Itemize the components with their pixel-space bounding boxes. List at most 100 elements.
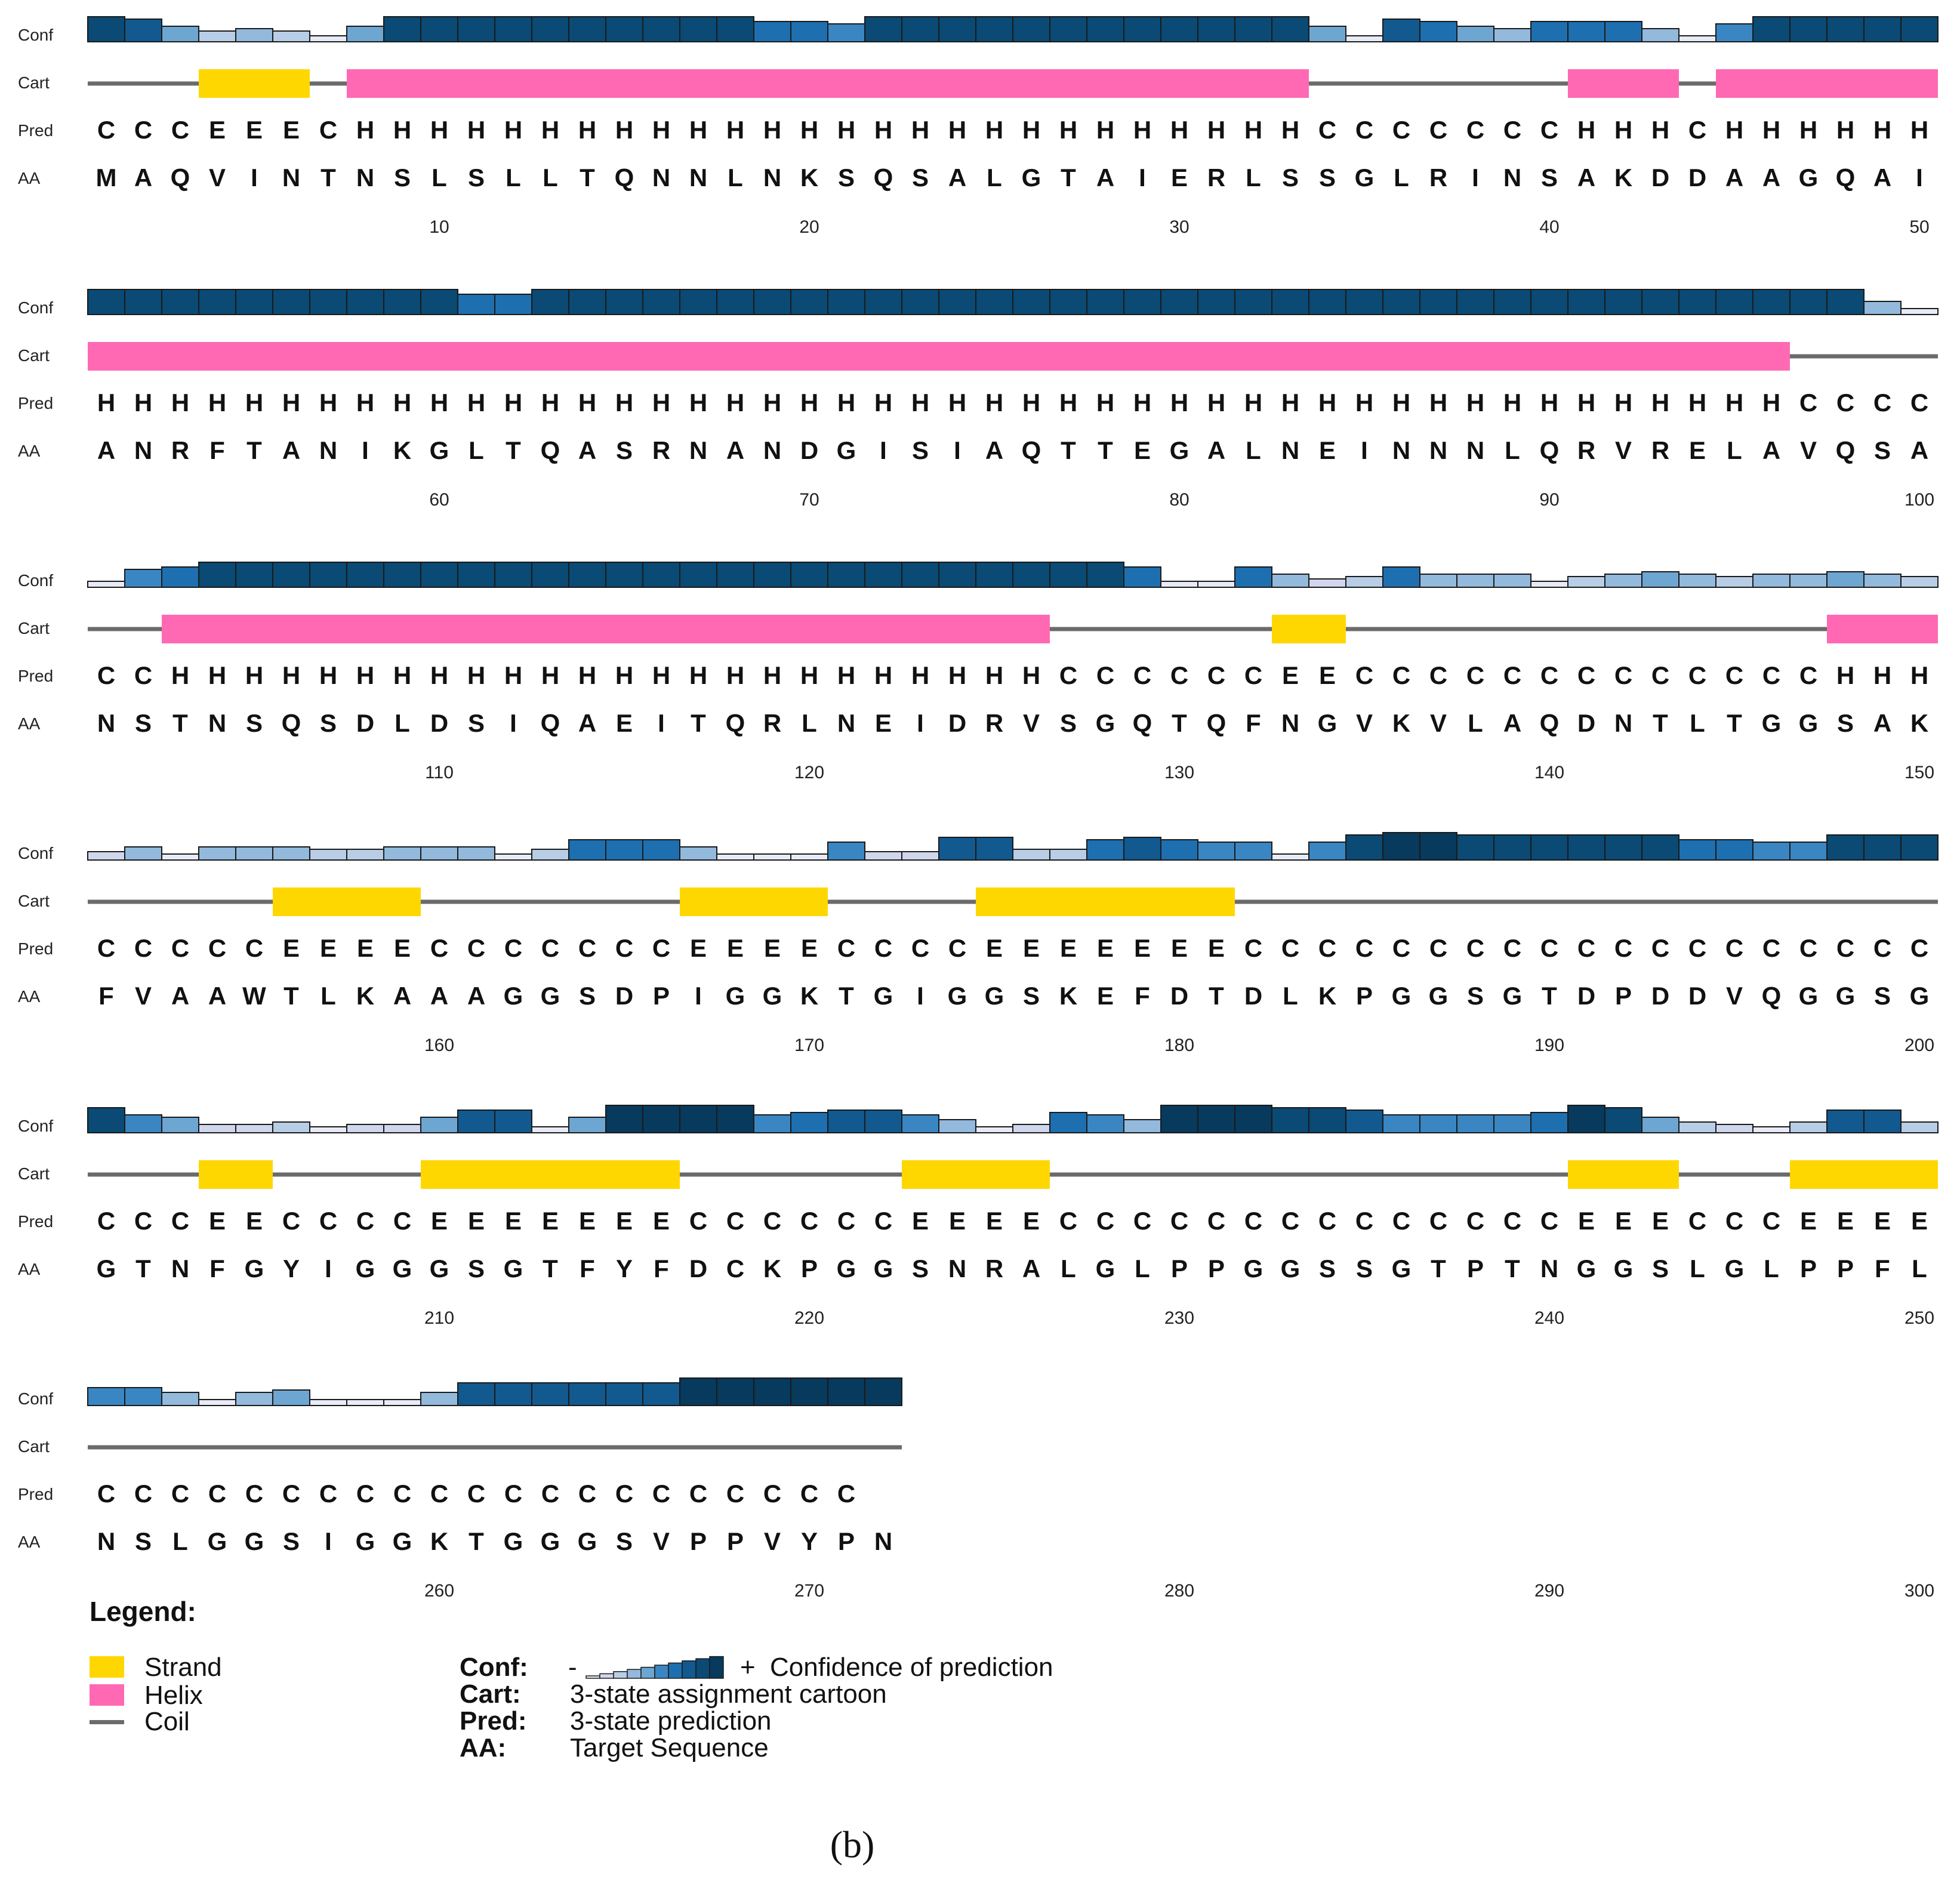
aa-letter: E — [1689, 436, 1706, 464]
conf-bar — [790, 562, 828, 588]
aa-letter: G — [1503, 982, 1523, 1010]
conf-bar — [124, 289, 162, 315]
aa-letter: S — [616, 1527, 633, 1555]
conf-bar — [790, 21, 828, 42]
conf-bar — [1271, 1107, 1309, 1133]
conf-bar — [975, 289, 1013, 315]
pred-letter: C — [1910, 389, 1928, 417]
conf-bar — [1160, 1105, 1198, 1133]
conf-bar — [1863, 574, 1902, 588]
conf-bar — [1012, 1124, 1050, 1133]
conf-bar — [679, 846, 717, 861]
conf-bar — [901, 289, 939, 315]
conf-bar — [1826, 571, 1865, 588]
pred-letter: H — [652, 116, 670, 144]
conf-bar — [753, 562, 791, 588]
row-label-conf: Conf — [18, 844, 53, 862]
aa-letter: L — [1135, 1255, 1150, 1283]
conf-bar — [420, 1117, 458, 1133]
pred-letter: C — [245, 934, 263, 962]
conf-bar — [1900, 16, 1939, 42]
position-tick: 20 — [799, 217, 819, 237]
row-label-aa: AA — [18, 714, 41, 733]
conf-bar — [235, 562, 273, 588]
conf-bar — [1530, 21, 1568, 42]
pred-letter: E — [1097, 934, 1114, 962]
conf-bar — [272, 1389, 310, 1406]
pred-letter: C — [1355, 1207, 1373, 1235]
conf-bar — [1789, 842, 1828, 861]
aa-letter: A — [578, 709, 596, 737]
position-tick: 90 — [1539, 490, 1559, 510]
conf-bar — [938, 562, 976, 588]
aa-letter: S — [320, 709, 337, 737]
aa-letter: T — [839, 982, 854, 1010]
conf-bar — [753, 853, 791, 861]
conf-bar — [235, 289, 273, 315]
pred-letter: C — [1170, 1207, 1188, 1235]
aa-letter: D — [615, 982, 633, 1010]
position-tick: 210 — [424, 1308, 454, 1328]
pred-letter: C — [726, 1480, 744, 1508]
pred-letter: C — [134, 1480, 152, 1508]
pred-letter: C — [1244, 934, 1262, 962]
aa-letter: A — [1762, 164, 1780, 192]
legend-conf-minus: - — [568, 1653, 577, 1682]
aa-letter: R — [763, 709, 781, 737]
conf-bar — [1271, 16, 1309, 42]
pred-letter: H — [1873, 116, 1891, 144]
aa-letter: Q — [1207, 709, 1226, 737]
aa-letter: A — [948, 164, 966, 192]
pred-letter: H — [689, 661, 707, 689]
pred-letter: C — [1799, 934, 1817, 962]
aa-letter: D — [1170, 982, 1188, 1010]
pred-letter: E — [764, 934, 781, 962]
aa-letter: Q — [726, 709, 745, 737]
conf-bar — [1086, 289, 1124, 315]
pred-letter: C — [393, 1480, 411, 1508]
pred-letter: C — [97, 661, 115, 689]
aa-letter: G — [726, 982, 745, 1010]
conf-bar — [716, 853, 754, 861]
conf-bar — [1493, 834, 1531, 861]
aa-letter: D — [430, 709, 448, 737]
conf-bar — [1345, 35, 1383, 42]
row-label-pred: Pred — [18, 939, 53, 958]
conf-bar — [1752, 842, 1790, 861]
aa-letter: I — [362, 436, 369, 464]
conf-bar — [716, 16, 754, 42]
aa-letter: P — [1800, 1255, 1817, 1283]
aa-letter: L — [1468, 709, 1483, 737]
conf-bar — [1715, 839, 1753, 861]
pred-letter: H — [393, 389, 411, 417]
pred-letter: C — [1429, 934, 1447, 962]
aa-letter: L — [1690, 1255, 1705, 1283]
pred-letter: E — [727, 934, 744, 962]
pred-letter: H — [726, 389, 744, 417]
pred-letter: C — [1614, 661, 1632, 689]
aa-letter: G — [504, 982, 523, 1010]
row-label-conf: Conf — [18, 1117, 53, 1135]
aa-letter: T — [1431, 1255, 1446, 1283]
aa-letter: G — [837, 1255, 856, 1283]
pred-letter: C — [134, 934, 152, 962]
aa-letter: Q — [541, 709, 560, 737]
position-tick: 300 — [1904, 1581, 1934, 1601]
aa-letter: D — [1651, 982, 1669, 1010]
conf-scale-step — [695, 1658, 710, 1679]
conf-bar — [1160, 839, 1198, 861]
aa-letter: A — [1503, 709, 1521, 737]
conf-bar — [1641, 28, 1679, 42]
strand-segment — [421, 1160, 680, 1189]
conf-bar — [87, 581, 125, 588]
pred-letter: E — [690, 934, 707, 962]
position-tick: 270 — [794, 1581, 824, 1601]
conf-bar — [1308, 842, 1346, 861]
aa-letter: N — [1466, 436, 1484, 464]
aa-letter: N — [1614, 709, 1632, 737]
row-label-pred: Pred — [18, 667, 53, 685]
pred-letter: H — [615, 661, 633, 689]
aa-letter: K — [800, 982, 818, 1010]
conf-bar — [827, 289, 865, 315]
conf-bar — [346, 1124, 384, 1133]
